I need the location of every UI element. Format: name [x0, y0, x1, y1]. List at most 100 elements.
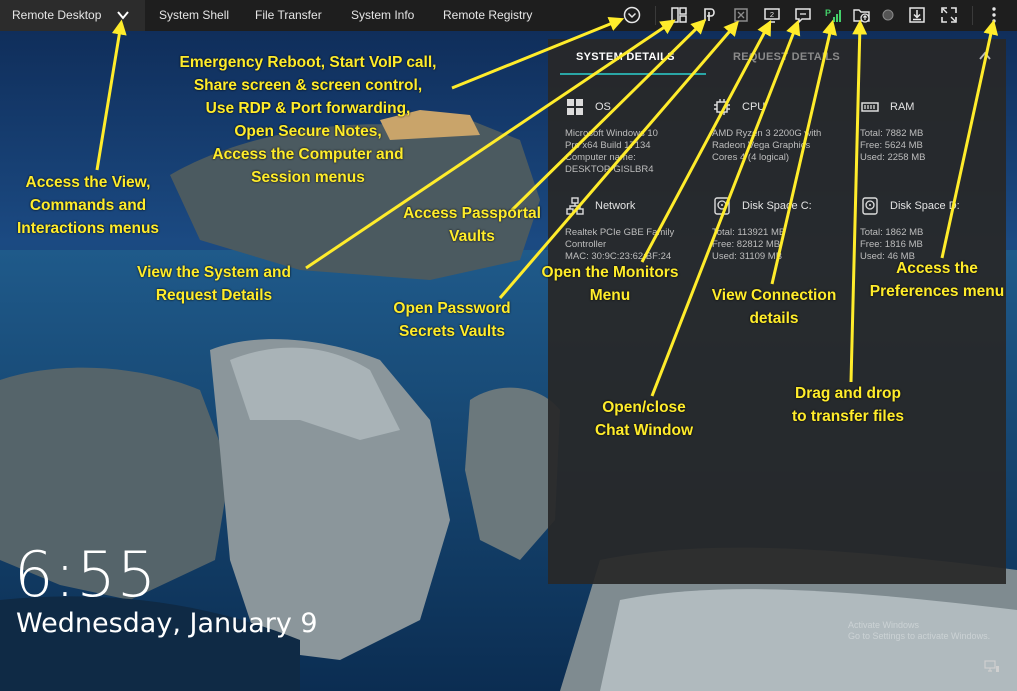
annotation-chat: Open/close Chat Window [582, 396, 706, 442]
file-upload-icon[interactable] [852, 5, 872, 25]
annotation-line: Use RDP & Port forwarding, [205, 100, 411, 117]
lockscreen-date: Wednesday, January 9 [16, 608, 318, 639]
annotation-connection: View Connection details [700, 284, 848, 330]
card-line: Pro x64 Build 17134 [565, 140, 651, 151]
watermark-title: Activate Windows [848, 620, 920, 630]
card-line: DESKTOP-GISLBR4 [565, 164, 654, 175]
annotation-line: Open Secure Notes, [234, 123, 382, 140]
card-line: Cores 4 (4 logical) [712, 152, 790, 163]
annotation-password: Open Password Secrets Vaults [380, 297, 524, 343]
card-title: OS [595, 101, 611, 113]
annotation-line: Access the [896, 260, 978, 277]
tab-system-shell[interactable]: System Shell [151, 0, 237, 31]
card-line: Used: 2258 MB [860, 152, 926, 163]
card-line: Microsoft Windows 10 [565, 128, 658, 139]
network-icon [566, 197, 584, 215]
annotation-line: Preferences menu [869, 283, 1005, 300]
card-title: Disk Space C: [742, 200, 812, 212]
tab-system-details[interactable]: SYSTEM DETAILS [576, 51, 675, 63]
annotation-monitors: Open the Monitors Menu [527, 261, 693, 307]
card-title: RAM [890, 101, 915, 113]
card-title: Disk Space D: [890, 200, 960, 212]
annotation-line: Open the Monitors [541, 264, 679, 281]
card-line: Free: 5624 MB [860, 140, 923, 151]
disk-icon [862, 197, 878, 215]
annotation-emergency: Emergency Reboot, Start VoIP call, Share… [168, 51, 448, 189]
annotation-system-details: View the System and Request Details [118, 261, 310, 307]
annotation-line: Menu [589, 287, 631, 304]
lockscreen-time: 6:55 [14, 538, 158, 611]
annotation-line: Request Details [155, 287, 273, 304]
connection-details-icon[interactable]: P [824, 5, 844, 25]
signal-letter: P [825, 8, 831, 18]
annotation-drag-drop: Drag and drop to transfer files [778, 382, 918, 428]
chat-icon[interactable] [793, 5, 813, 25]
record-icon[interactable] [878, 5, 898, 25]
card-line: Computer name: [565, 152, 636, 163]
chevron-down-icon[interactable] [116, 8, 130, 22]
annotation-line: Access Passportal [403, 205, 541, 222]
disk-icon [714, 197, 730, 215]
chevron-up-icon[interactable] [978, 49, 992, 63]
ram-icon [861, 102, 879, 112]
card-line: Total: 113921 MB [712, 227, 786, 238]
monitor-select-icon[interactable]: 2 [762, 5, 782, 25]
card-line: Free: 82812 MB [712, 239, 781, 250]
annotation-line: Chat Window [594, 422, 693, 439]
monitor-number: 2 [770, 10, 774, 19]
tab-label: System Info [351, 8, 415, 22]
toolbar-divider [655, 6, 656, 25]
annotation-view-menus: Access the View, Commands and Interactio… [6, 171, 170, 240]
annotation-line: Share screen & screen control, [193, 77, 423, 94]
fullscreen-icon[interactable] [939, 5, 959, 25]
tab-label: File Transfer [255, 8, 322, 22]
card-line: Realtek PCIe GBE Family [565, 227, 675, 238]
windows-icon [567, 99, 583, 115]
annotation-line: View the System and [137, 264, 291, 281]
preferences-icon[interactable] [984, 5, 1004, 25]
card-line: Used: 46 MB [860, 251, 915, 262]
card-line: AMD Ryzen 3 2200G with [712, 128, 822, 139]
annotation-line: Commands and [29, 197, 147, 214]
card-title: Network [595, 200, 636, 212]
passportal-icon[interactable] [700, 5, 720, 25]
card-line: Controller [565, 239, 607, 250]
tab-file-transfer[interactable]: File Transfer [247, 0, 330, 31]
cpu-icon [714, 99, 730, 115]
annotation-preferences: Access the Preferences menu [861, 257, 1013, 303]
tab-label: Remote Registry [443, 8, 533, 22]
tab-system-info[interactable]: System Info [343, 0, 422, 31]
circle-menu-icon[interactable] [622, 5, 642, 25]
network-status-icon [984, 660, 999, 672]
card-title: CPU [742, 101, 766, 113]
annotation-line: Open/close [602, 399, 686, 416]
download-icon[interactable] [907, 5, 927, 25]
card-line: Total: 7882 MB [860, 128, 924, 139]
annotation-line: View Connection [711, 287, 837, 304]
annotation-line: Secrets Vaults [399, 323, 505, 340]
annotation-passportal: Access Passportal Vaults [392, 202, 552, 248]
card-line: Free: 1816 MB [860, 239, 923, 250]
annotation-line: Access the Computer and [212, 146, 404, 163]
annotation-line: Session menus [251, 169, 365, 186]
tab-remote-registry[interactable]: Remote Registry [435, 0, 540, 31]
annotation-line: Interactions menus [16, 220, 160, 237]
annotation-line: Drag and drop [795, 385, 901, 402]
password-vault-icon[interactable] [731, 5, 751, 25]
activate-windows-watermark: Activate Windows Go to Settings to activ… [848, 620, 990, 642]
annotation-line: to transfer files [792, 408, 904, 425]
card-line: Radeon Vega Graphics [712, 140, 811, 151]
tab-label: Remote Desktop [12, 8, 102, 22]
card-line: Total: 1862 MB [860, 227, 924, 238]
watermark-subtitle: Go to Settings to activate Windows. [848, 631, 991, 641]
annotation-line: Open Password [393, 300, 511, 317]
card-line: Used: 31109 MB [712, 251, 783, 262]
tab-label: System Shell [159, 8, 230, 22]
annotation-line: Access the View, [25, 174, 151, 191]
tab-request-details[interactable]: REQUEST DETAILS [733, 51, 840, 63]
annotation-line: Emergency Reboot, Start VoIP call, [179, 54, 437, 71]
remote-session-toolbar: Remote Desktop System Shell File Transfe… [0, 0, 1017, 31]
toolbar-divider [972, 6, 973, 25]
annotation-line: Vaults [449, 228, 495, 245]
monitors-icon[interactable] [669, 5, 689, 25]
